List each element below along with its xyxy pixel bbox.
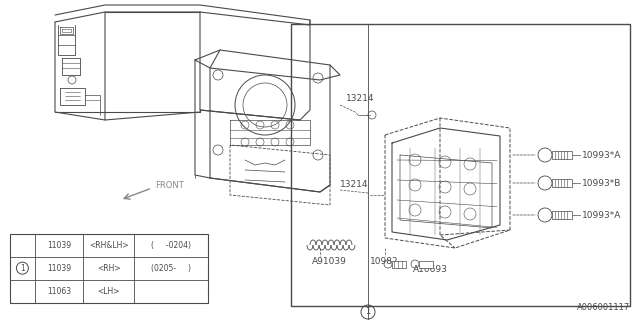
Bar	[552, 151, 572, 159]
Text: 1: 1	[20, 264, 25, 273]
Bar	[10, 234, 208, 303]
Text: <LH>: <LH>	[97, 287, 120, 296]
Text: 1: 1	[365, 308, 371, 316]
Text: 11039: 11039	[47, 241, 71, 250]
Bar	[392, 261, 406, 268]
Text: 10993*A: 10993*A	[582, 211, 621, 220]
Text: 13214: 13214	[346, 93, 374, 102]
Text: 10982: 10982	[370, 258, 399, 267]
Text: FRONT: FRONT	[155, 180, 184, 189]
Text: 11063: 11063	[47, 287, 71, 296]
Text: A10693: A10693	[413, 266, 448, 275]
Text: 10993*B: 10993*B	[582, 179, 621, 188]
Text: 11039: 11039	[47, 264, 71, 273]
Bar	[419, 261, 433, 268]
Text: <RH>: <RH>	[97, 264, 120, 273]
Bar	[552, 211, 572, 219]
Text: A91039: A91039	[312, 258, 347, 267]
Text: A006001117: A006001117	[577, 303, 630, 312]
Text: (0205-     ): (0205- )	[151, 264, 191, 273]
Bar	[552, 179, 572, 187]
Text: 13214: 13214	[340, 180, 369, 188]
Text: (     -0204): ( -0204)	[151, 241, 191, 250]
Text: 10993*A: 10993*A	[582, 150, 621, 159]
Bar	[291, 24, 630, 306]
Text: <RH&LH>: <RH&LH>	[89, 241, 129, 250]
